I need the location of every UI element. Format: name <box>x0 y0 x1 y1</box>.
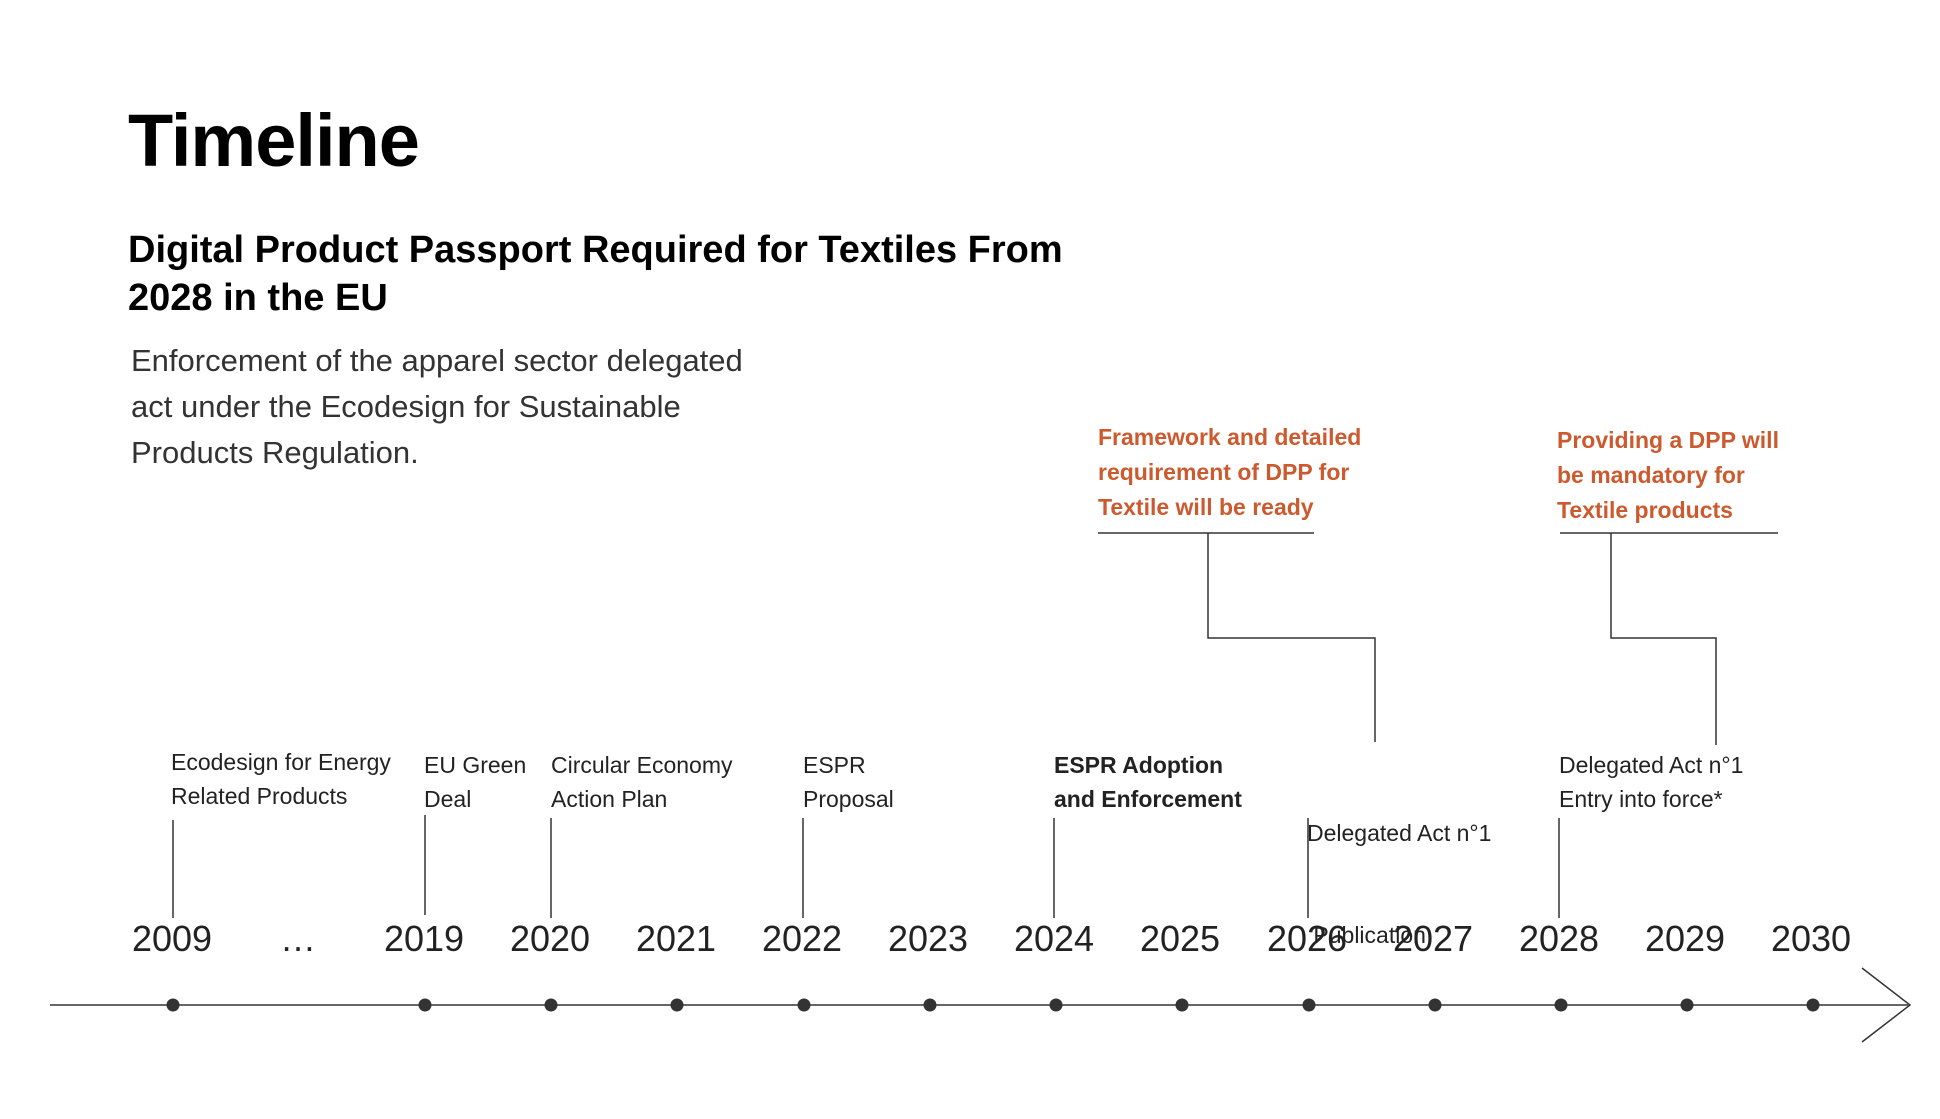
year-label: 2022 <box>761 918 843 959</box>
year-label: … <box>280 918 316 959</box>
year-dot <box>166 998 180 1012</box>
year-label: 2021 <box>635 918 717 959</box>
subtitle: Digital Product Passport Required for Te… <box>128 226 1188 322</box>
year-label: 2025 <box>1139 918 1221 959</box>
axis-arrowhead <box>1861 967 1912 1043</box>
event-line: ESPR <box>803 752 866 778</box>
event-2009: Ecodesign for Energy Related Products <box>171 745 391 813</box>
year-dot <box>1680 998 1694 1012</box>
callout-line: Textile products <box>1557 497 1733 523</box>
year-label: 2009 <box>131 918 213 959</box>
event-line: Deal <box>424 786 472 812</box>
event-2024: ESPR Adoption and Enforcement <box>1054 748 1242 816</box>
year-label: 2024 <box>1013 918 1095 959</box>
year-dot <box>544 998 558 1012</box>
event-2019: EU Green Deal <box>424 748 526 816</box>
year-dot <box>1049 998 1063 1012</box>
callout-bracket <box>1207 533 1376 742</box>
year-label: 2023 <box>887 918 969 959</box>
event-line: Publication <box>1307 922 1426 948</box>
event-line: Delegated Act n°1 <box>1307 820 1492 846</box>
year-label: 2026 <box>1266 918 1348 959</box>
year-dot <box>923 998 937 1012</box>
callout-2026: Framework and detailed requirement of DP… <box>1098 420 1418 525</box>
description-line: act under the Ecodesign for Sustainable <box>131 389 681 424</box>
year-label: 2027 <box>1392 918 1474 959</box>
event-line: Delegated Act n°1 <box>1559 752 1744 778</box>
event-line: and Enforcement <box>1054 786 1242 812</box>
event-2022: ESPR Proposal <box>803 748 894 816</box>
description: Enforcement of the apparel sector delega… <box>131 338 831 476</box>
year-dot <box>1175 998 1189 1012</box>
callout-line: requirement of DPP for <box>1098 459 1350 485</box>
event-line: Ecodesign for Energy <box>171 749 391 775</box>
event-line: Action Plan <box>551 786 668 812</box>
callout-line: Textile will be ready <box>1098 494 1314 520</box>
event-line: Related Products <box>171 783 348 809</box>
year-dot <box>1302 998 1316 1012</box>
event-2026: Delegated Act n°1 Publication <box>1307 748 1491 986</box>
subtitle-line: Digital Product Passport Required for Te… <box>128 229 1063 271</box>
callout-line: Framework and detailed <box>1098 424 1362 450</box>
event-2020: Circular Economy Action Plan <box>551 748 733 816</box>
year-label: 2020 <box>509 918 591 959</box>
year-label: 2030 <box>1770 918 1852 959</box>
year-dot <box>1554 998 1568 1012</box>
callout-line: be mandatory for <box>1557 462 1745 488</box>
subtitle-line: 2028 in the EU <box>128 277 388 319</box>
year-dot <box>670 998 684 1012</box>
event-line: EU Green <box>424 752 527 778</box>
event-line: ESPR Adoption <box>1054 752 1224 778</box>
event-line: Entry into force* <box>1559 786 1723 812</box>
year-dot <box>1428 998 1442 1012</box>
year-dot <box>797 998 811 1012</box>
page-title: Timeline <box>128 99 420 182</box>
year-label: 2029 <box>1644 918 1726 959</box>
year-dot <box>418 998 432 1012</box>
event-line: Proposal <box>803 786 894 812</box>
year-dot <box>1806 998 1820 1012</box>
event-2028: Delegated Act n°1 Entry into force* <box>1559 748 1743 816</box>
description-line: Products Regulation. <box>131 435 419 470</box>
callout-line: Providing a DPP will <box>1557 427 1779 453</box>
year-label: 2028 <box>1518 918 1600 959</box>
callout-bracket <box>1610 533 1717 745</box>
description-line: Enforcement of the apparel sector delega… <box>131 343 743 378</box>
event-line: Circular Economy <box>551 752 733 778</box>
year-label: 2019 <box>383 918 465 959</box>
callout-2028: Providing a DPP will be mandatory for Te… <box>1557 423 1877 528</box>
